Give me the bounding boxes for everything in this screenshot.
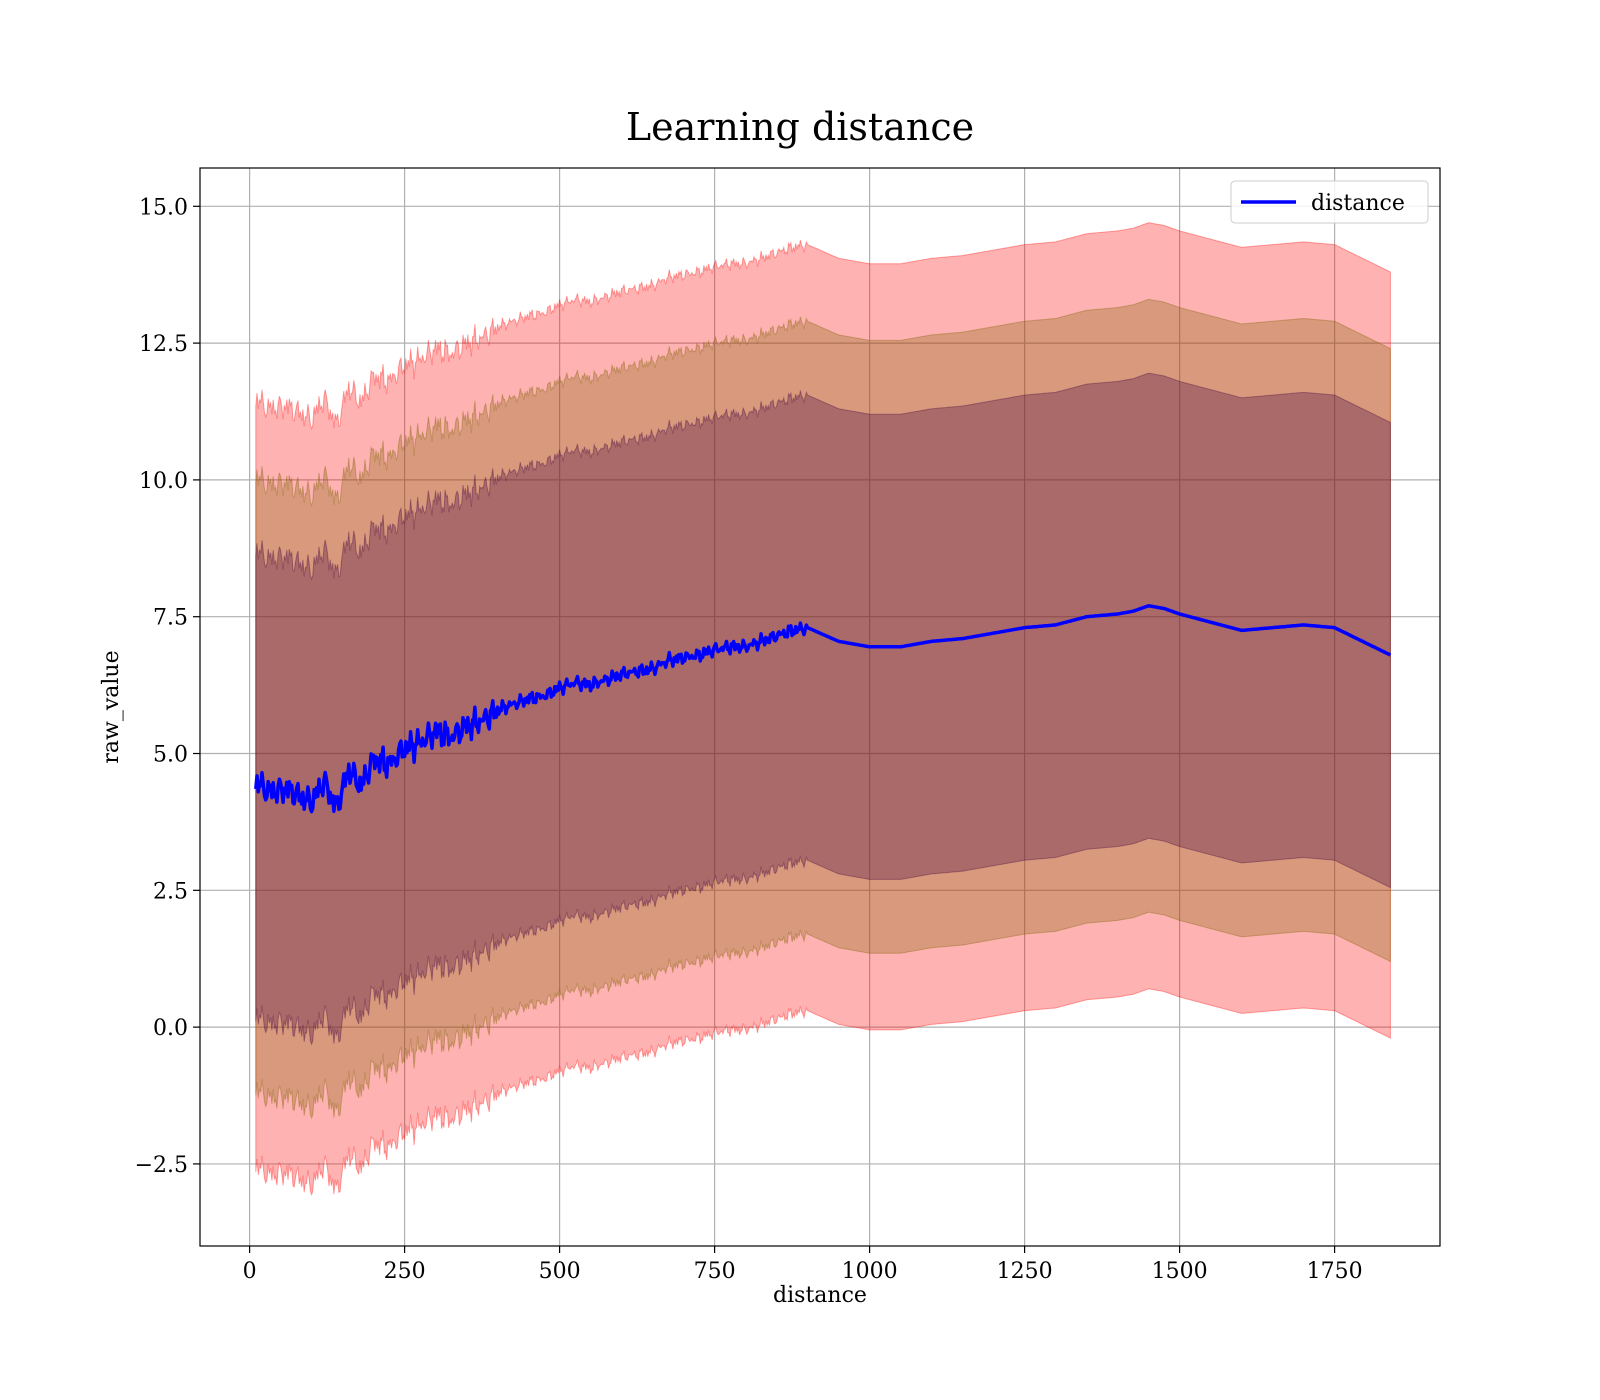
chart-title: Learning distance bbox=[626, 105, 974, 149]
x-tick-label: 1250 bbox=[997, 1259, 1053, 1284]
x-tick-label: 1000 bbox=[842, 1259, 898, 1284]
x-tick-label: 250 bbox=[384, 1259, 426, 1284]
y-tick-label: 0.0 bbox=[153, 1016, 188, 1041]
y-tick-label: 15.0 bbox=[139, 195, 188, 220]
legend-box bbox=[1230, 180, 1429, 224]
x-tick-label: 500 bbox=[539, 1259, 581, 1284]
plot-frame bbox=[199, 167, 1441, 1247]
y-tick-label: 7.5 bbox=[153, 606, 188, 631]
y-tick-label: 2.5 bbox=[153, 879, 188, 904]
y-axis-ticks: −2.5 0.0 2.5 5.0 7.5 10.0 12.5 15.0 bbox=[135, 195, 200, 1178]
band-2-sigma bbox=[255, 298, 1391, 1120]
series-line-distance bbox=[254, 604, 1392, 814]
band-3-sigma bbox=[255, 222, 1391, 1197]
x-tick-label: 750 bbox=[694, 1259, 736, 1284]
x-tick-label: 1500 bbox=[1152, 1259, 1208, 1284]
band-1-sigma bbox=[255, 372, 1391, 1046]
legend: distance bbox=[1230, 180, 1429, 224]
x-tick-label: 1750 bbox=[1307, 1259, 1363, 1284]
legend-label-distance: distance bbox=[1311, 191, 1405, 216]
confidence-bands bbox=[255, 222, 1391, 1197]
x-axis-ticks: 0 250 500 750 1000 1250 1500 1750 bbox=[243, 1246, 1363, 1284]
y-tick-label: 5.0 bbox=[153, 743, 188, 768]
y-tick-label: −2.5 bbox=[135, 1153, 188, 1178]
y-axis-label: raw_value bbox=[99, 650, 124, 763]
y-tick-label: 12.5 bbox=[139, 332, 188, 357]
y-tick-label: 10.0 bbox=[139, 469, 188, 494]
x-axis-label: distance bbox=[773, 1283, 867, 1308]
x-tick-label: 0 bbox=[243, 1259, 257, 1284]
